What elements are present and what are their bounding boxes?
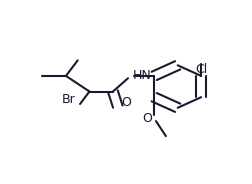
Text: O: O — [120, 95, 130, 109]
Text: O: O — [142, 112, 152, 125]
Text: Cl: Cl — [194, 63, 207, 76]
Text: Br: Br — [62, 93, 75, 106]
Text: HN: HN — [132, 69, 151, 82]
